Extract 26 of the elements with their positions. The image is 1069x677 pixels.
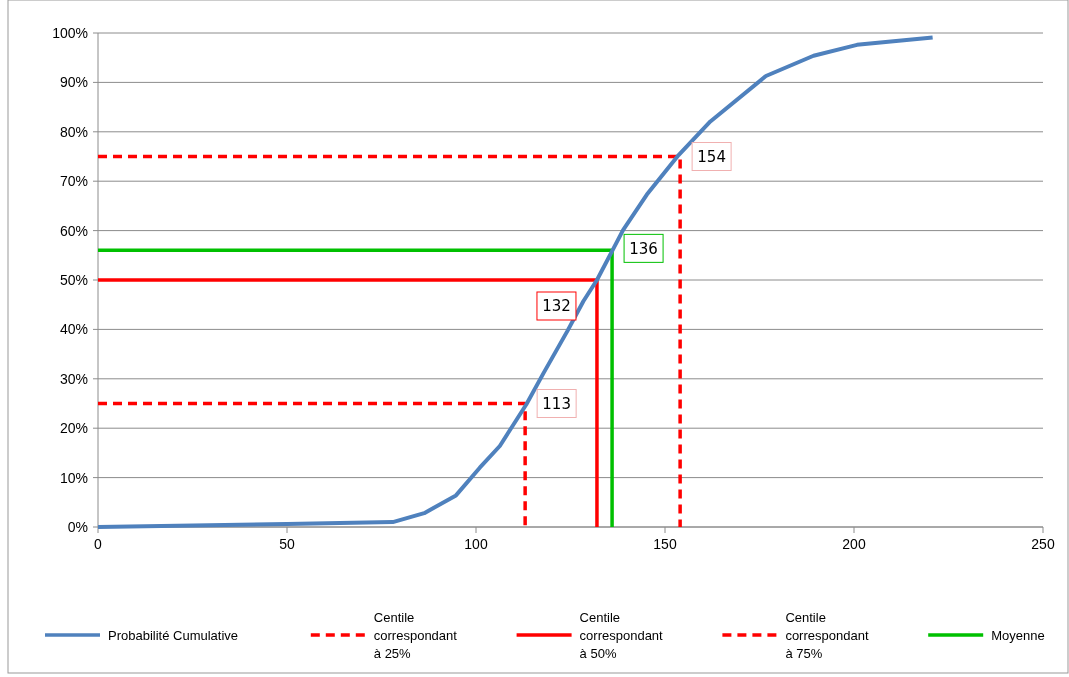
annotation: 154 <box>697 147 726 166</box>
y-tick-label: 0% <box>67 518 88 535</box>
y-tick-label: 40% <box>59 321 88 338</box>
x-tick-label: 150 <box>653 536 677 552</box>
y-tick-label: 70% <box>59 173 88 190</box>
x-tick-label: 200 <box>842 536 866 552</box>
x-tick-label: 100 <box>464 536 488 552</box>
y-tick-label: 10% <box>59 469 88 486</box>
annotation: 136 <box>629 239 658 258</box>
legend-label: Probabilité Cumulative <box>108 627 239 643</box>
y-tick-label: 90% <box>59 74 88 91</box>
y-tick-label: 60% <box>59 222 88 239</box>
legend-label: Centile correspondant à 75% <box>785 609 869 661</box>
annotation: 113 <box>542 394 571 413</box>
x-tick-label: 250 <box>1031 536 1055 552</box>
legend-label: Moyenne <box>991 627 1045 643</box>
y-tick-label: 30% <box>59 370 88 387</box>
x-tick-label: 50 <box>279 536 295 552</box>
x-tick-label: 0 <box>94 536 103 552</box>
legend-label: Centile correspondant à 25% <box>373 609 458 661</box>
legend-label: Centile correspondant à 50% <box>579 609 664 661</box>
y-tick-label: 50% <box>59 271 88 288</box>
annotation: 132 <box>542 297 571 316</box>
y-tick-label: 80% <box>59 123 88 140</box>
y-tick-label: 20% <box>59 420 88 437</box>
y-tick-label: 100% <box>52 24 88 41</box>
